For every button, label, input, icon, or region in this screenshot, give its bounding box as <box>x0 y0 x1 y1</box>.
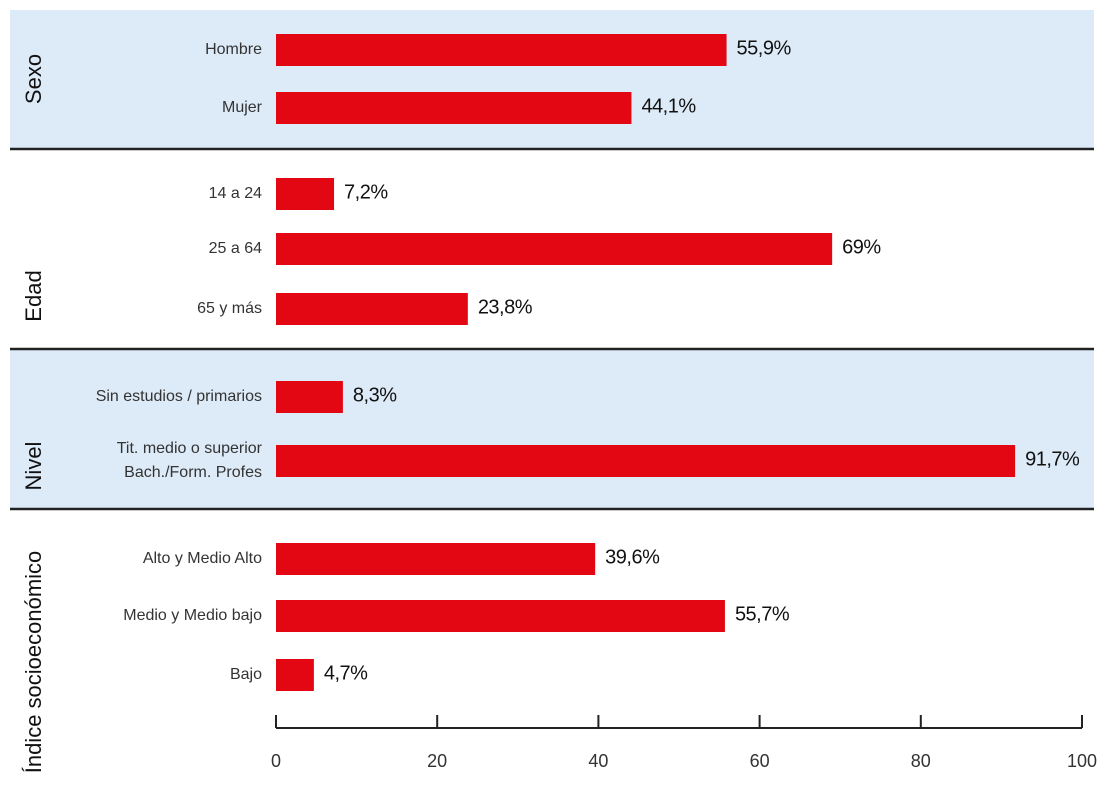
bar <box>276 445 1016 477</box>
bar <box>276 293 468 325</box>
category-label: Sin estudios / primarios <box>96 388 262 405</box>
category-label: Tit. medio o superior <box>117 440 263 457</box>
x-axis: 0 20 40 60 80 100 <box>271 715 1097 771</box>
category-label: Alto y Medio Alto <box>143 550 262 567</box>
category-label: Bach./Form. Profes <box>124 464 262 481</box>
group-label: Índice socioeconómico <box>21 551 46 774</box>
value-label: 4,7% <box>324 662 368 684</box>
value-label: 39,6% <box>605 546 660 568</box>
category-label: Hombre <box>205 41 262 58</box>
category-label: 14 a 24 <box>209 185 262 202</box>
bars <box>276 34 1016 691</box>
group-band <box>10 350 1094 508</box>
value-label: 7,2% <box>344 181 388 203</box>
group-label: Edad <box>21 270 46 321</box>
value-labels: 55,9% 44,1% 7,2% 69% 23,8% 8,3% 91,7% 39,6% 55,7… <box>324 37 1081 684</box>
group-separators <box>10 147 1094 511</box>
category-label: Mujer <box>222 99 263 116</box>
bar <box>276 233 833 265</box>
bar <box>276 543 596 575</box>
bar <box>276 34 727 66</box>
bar <box>276 381 343 413</box>
bar <box>276 92 632 124</box>
x-tick-label: 40 <box>588 751 608 771</box>
value-label: 69% <box>842 236 881 258</box>
bar <box>276 600 725 632</box>
group-bands <box>10 10 1094 508</box>
x-tick-label: 20 <box>427 751 447 771</box>
x-tick-label: 0 <box>271 751 281 771</box>
x-tick-label: 60 <box>750 751 770 771</box>
group-band <box>10 10 1094 148</box>
x-tick-label: 80 <box>911 751 931 771</box>
x-tick-label: 100 <box>1067 751 1097 771</box>
bar <box>276 659 314 691</box>
category-label: 65 y más <box>197 300 262 317</box>
value-label: 55,7% <box>735 603 790 625</box>
value-label: 44,1% <box>641 95 696 117</box>
category-label: Bajo <box>230 666 262 683</box>
value-label: 55,9% <box>737 37 792 59</box>
category-label: Medio y Medio bajo <box>123 607 262 624</box>
group-label: Sexo <box>21 54 46 104</box>
value-label: 91,7% <box>1025 448 1080 470</box>
category-labels: Hombre Mujer 14 a 24 25 a 64 65 y más Sin est… <box>96 41 263 683</box>
group-labels: Sexo Edad Nivel Índice socioeconómico <box>21 54 46 773</box>
bar <box>276 178 335 210</box>
group-label: Nivel <box>21 442 46 491</box>
value-label: 8,3% <box>353 384 397 406</box>
category-label: 25 a 64 <box>209 240 262 257</box>
value-label: 23,8% <box>478 296 533 318</box>
